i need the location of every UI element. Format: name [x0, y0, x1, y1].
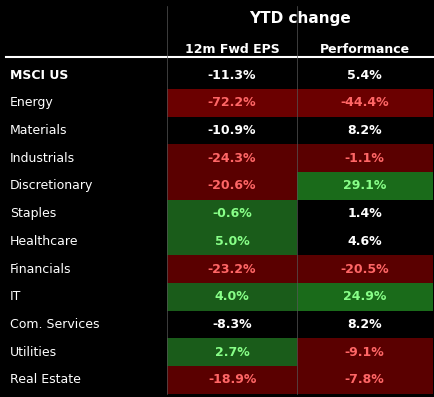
Text: 4.6%: 4.6%: [347, 235, 382, 248]
Bar: [297, 338, 433, 366]
Bar: [297, 366, 433, 394]
Text: 1.4%: 1.4%: [347, 207, 382, 220]
Text: -23.2%: -23.2%: [208, 262, 256, 276]
Text: Financials: Financials: [10, 262, 72, 276]
Text: Energy: Energy: [10, 96, 54, 109]
Bar: [297, 172, 433, 200]
Text: Discretionary: Discretionary: [10, 179, 93, 193]
Bar: [168, 338, 297, 366]
Bar: [168, 255, 297, 283]
Bar: [168, 145, 297, 172]
Text: -72.2%: -72.2%: [208, 96, 256, 109]
Text: -7.8%: -7.8%: [345, 373, 385, 386]
Text: MSCI US: MSCI US: [10, 69, 69, 82]
Text: 4.0%: 4.0%: [215, 290, 250, 303]
Text: 8.2%: 8.2%: [347, 318, 382, 331]
Text: -20.6%: -20.6%: [208, 179, 256, 193]
Text: 29.1%: 29.1%: [343, 179, 386, 193]
Text: -44.4%: -44.4%: [340, 96, 389, 109]
Text: -0.6%: -0.6%: [212, 207, 252, 220]
Bar: [297, 145, 433, 172]
Bar: [168, 200, 297, 227]
Text: -8.3%: -8.3%: [212, 318, 252, 331]
Text: YTD change: YTD change: [249, 11, 351, 26]
Text: -9.1%: -9.1%: [345, 346, 385, 358]
Text: 12m Fwd EPS: 12m Fwd EPS: [185, 43, 279, 56]
Text: Materials: Materials: [10, 124, 68, 137]
Text: Staples: Staples: [10, 207, 56, 220]
Text: -24.3%: -24.3%: [208, 152, 256, 165]
Text: Healthcare: Healthcare: [10, 235, 79, 248]
Text: -1.1%: -1.1%: [345, 152, 385, 165]
Text: Industrials: Industrials: [10, 152, 75, 165]
Text: 2.7%: 2.7%: [215, 346, 250, 358]
Text: 24.9%: 24.9%: [343, 290, 386, 303]
Text: Real Estate: Real Estate: [10, 373, 81, 386]
Text: 5.4%: 5.4%: [347, 69, 382, 82]
Text: -11.3%: -11.3%: [208, 69, 256, 82]
Bar: [297, 89, 433, 117]
Bar: [168, 283, 297, 310]
Bar: [168, 172, 297, 200]
Text: Com. Services: Com. Services: [10, 318, 99, 331]
Bar: [297, 255, 433, 283]
Bar: [168, 227, 297, 255]
Text: IT: IT: [10, 290, 21, 303]
Text: 8.2%: 8.2%: [347, 124, 382, 137]
Text: Utilities: Utilities: [10, 346, 57, 358]
Text: Performance: Performance: [319, 43, 410, 56]
Bar: [168, 366, 297, 394]
Bar: [168, 89, 297, 117]
Text: 5.0%: 5.0%: [215, 235, 250, 248]
Text: -18.9%: -18.9%: [208, 373, 256, 386]
Text: -20.5%: -20.5%: [340, 262, 389, 276]
Bar: [297, 283, 433, 310]
Text: -10.9%: -10.9%: [208, 124, 256, 137]
